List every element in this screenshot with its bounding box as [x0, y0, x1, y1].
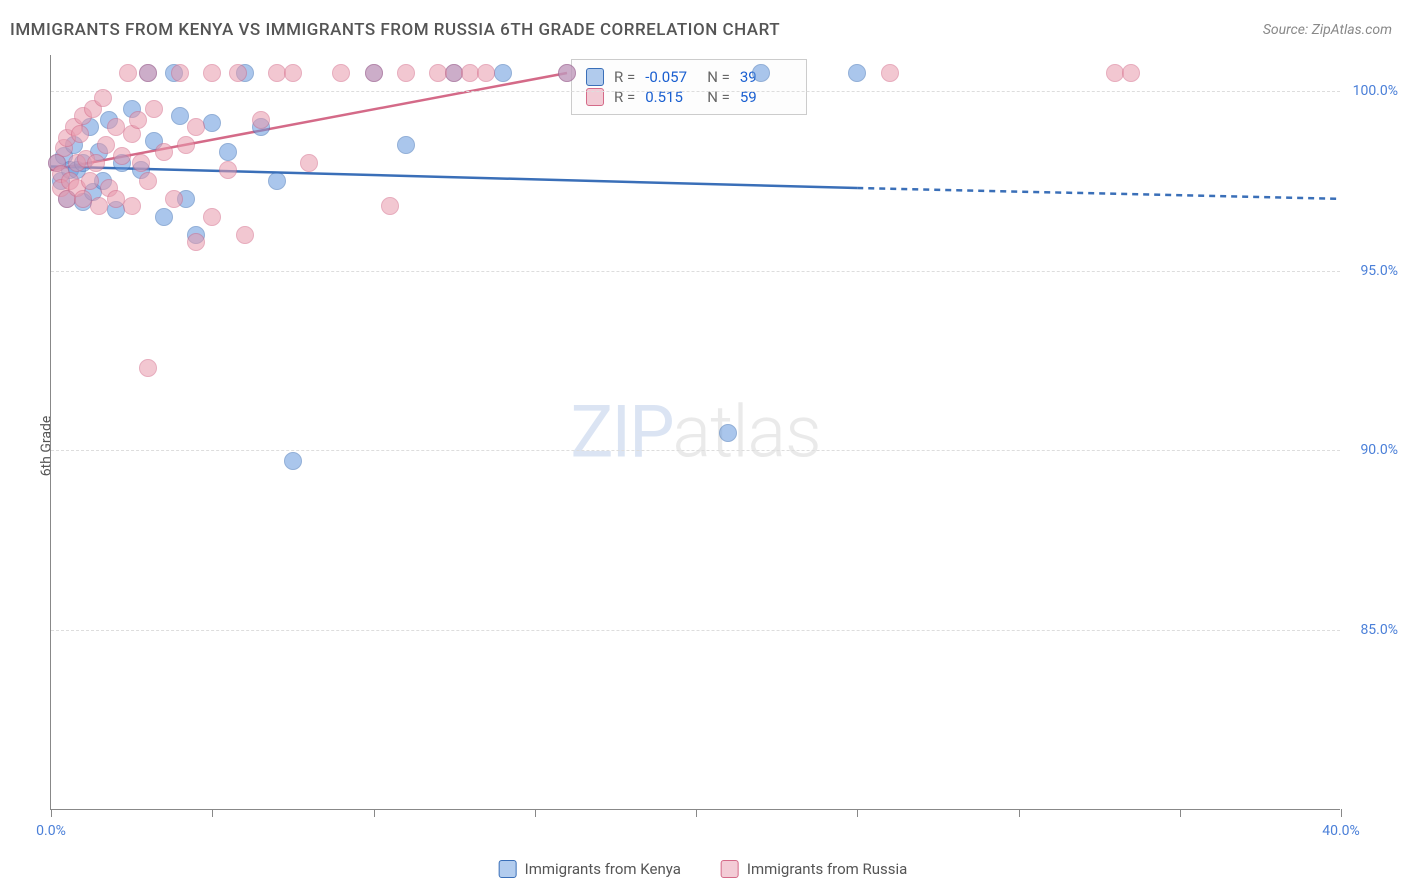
plot-area: ZIPatlas R = -0.057N = 39R = 0.515N = 59…	[50, 55, 1340, 810]
scatter-point-russia	[123, 197, 141, 215]
trend-line-kenya	[51, 166, 857, 188]
x-tick	[1019, 809, 1020, 817]
scatter-point-russia	[229, 64, 247, 82]
y-tick-label: 95.0%	[1360, 263, 1398, 279]
scatter-point-russia	[145, 100, 163, 118]
scatter-point-kenya	[219, 143, 237, 161]
scatter-point-russia	[558, 64, 576, 82]
x-tick	[51, 809, 52, 817]
legend-label: Immigrants from Russia	[747, 860, 907, 878]
scatter-point-russia	[171, 64, 189, 82]
scatter-point-russia	[97, 136, 115, 154]
source-attribution: Source: ZipAtlas.com	[1263, 22, 1392, 38]
scatter-point-russia	[365, 64, 383, 82]
legend: Immigrants from Kenya Immigrants from Rus…	[499, 860, 908, 878]
stat-r-value: -0.057	[645, 68, 697, 86]
watermark-zip: ZIP	[570, 390, 672, 475]
scatter-point-russia	[139, 64, 157, 82]
scatter-point-kenya	[719, 424, 737, 442]
gridline-h	[51, 271, 1340, 272]
legend-label: Immigrants from Kenya	[525, 860, 681, 878]
stat-n-label: N =	[707, 68, 730, 86]
x-tick-label: 40.0%	[1322, 823, 1360, 839]
scatter-point-russia	[187, 118, 205, 136]
scatter-point-russia	[71, 125, 89, 143]
scatter-point-russia	[300, 154, 318, 172]
trend-lines-svg	[51, 55, 1341, 810]
swatch-kenya-icon	[586, 68, 604, 86]
chart-title: IMMIGRANTS FROM KENYA VS IMMIGRANTS FROM…	[10, 20, 780, 40]
y-tick-label: 100.0%	[1353, 83, 1398, 99]
scatter-point-russia	[132, 154, 150, 172]
y-tick-label: 90.0%	[1360, 442, 1398, 458]
x-tick	[857, 809, 858, 817]
x-tick	[1180, 809, 1181, 817]
scatter-point-russia	[236, 226, 254, 244]
scatter-point-russia	[477, 64, 495, 82]
scatter-point-russia	[381, 197, 399, 215]
x-tick	[374, 809, 375, 817]
scatter-point-kenya	[203, 114, 221, 132]
scatter-point-russia	[129, 111, 147, 129]
scatter-point-kenya	[848, 64, 866, 82]
scatter-point-russia	[113, 147, 131, 165]
scatter-point-kenya	[397, 136, 415, 154]
scatter-point-russia	[139, 359, 157, 377]
legend-item-russia: Immigrants from Russia	[721, 860, 907, 878]
scatter-point-kenya	[155, 208, 173, 226]
scatter-point-russia	[252, 111, 270, 129]
scatter-point-russia	[155, 143, 173, 161]
x-tick-label: 0.0%	[36, 823, 66, 839]
x-tick	[212, 809, 213, 817]
scatter-point-russia	[881, 64, 899, 82]
gridline-h	[51, 450, 1340, 451]
scatter-point-russia	[397, 64, 415, 82]
gridline-h	[51, 630, 1340, 631]
legend-item-kenya: Immigrants from Kenya	[499, 860, 681, 878]
scatter-point-russia	[87, 154, 105, 172]
x-tick	[696, 809, 697, 817]
legend-swatch-russia-icon	[721, 860, 739, 878]
scatter-point-russia	[139, 172, 157, 190]
scatter-point-russia	[203, 208, 221, 226]
scatter-point-kenya	[171, 107, 189, 125]
stat-r-label: R =	[614, 68, 635, 86]
scatter-point-russia	[165, 190, 183, 208]
trend-line-dashed-kenya	[857, 188, 1341, 199]
legend-swatch-kenya-icon	[499, 860, 517, 878]
scatter-point-russia	[81, 172, 99, 190]
scatter-point-russia	[187, 233, 205, 251]
gridline-h	[51, 91, 1340, 92]
scatter-point-russia	[94, 89, 112, 107]
scatter-point-russia	[284, 64, 302, 82]
x-tick	[535, 809, 536, 817]
scatter-point-russia	[332, 64, 350, 82]
watermark: ZIPatlas	[570, 390, 820, 475]
x-tick	[1341, 809, 1342, 817]
scatter-point-russia	[203, 64, 221, 82]
scatter-point-russia	[219, 161, 237, 179]
scatter-point-kenya	[752, 64, 770, 82]
scatter-point-kenya	[268, 172, 286, 190]
stats-box: R = -0.057N = 39R = 0.515N = 59	[571, 59, 807, 115]
scatter-point-russia	[1122, 64, 1140, 82]
y-tick-label: 85.0%	[1360, 622, 1398, 638]
scatter-point-kenya	[494, 64, 512, 82]
scatter-point-russia	[177, 136, 195, 154]
watermark-atlas: atlas	[673, 390, 821, 475]
scatter-point-kenya	[284, 452, 302, 470]
scatter-point-russia	[119, 64, 137, 82]
